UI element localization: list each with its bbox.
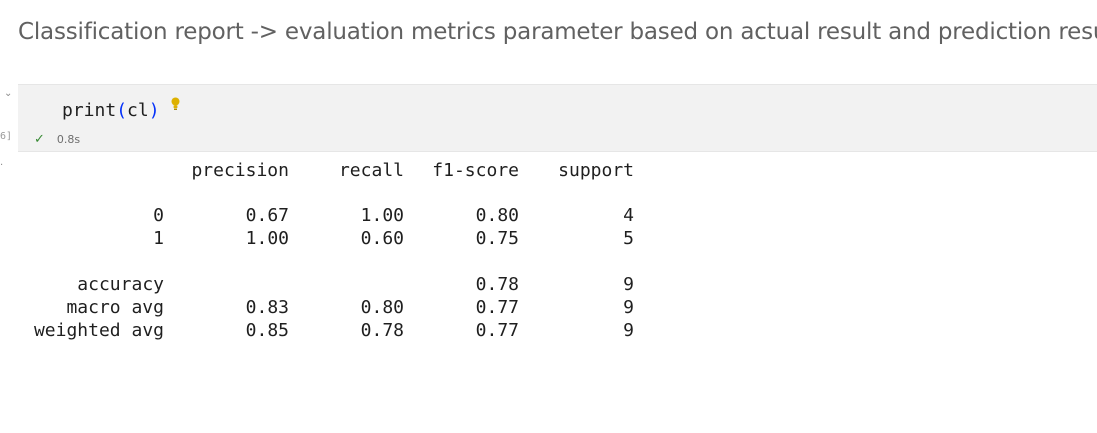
- report-cell: 0.77: [475, 320, 519, 341]
- code-paren-close: ): [148, 100, 160, 121]
- report-cell: 0.80: [475, 205, 519, 226]
- classification-report: precision recall f1-score support 0 0.67…: [26, 159, 634, 342]
- report-cell: 0.83: [245, 297, 289, 318]
- report-label: 1: [153, 228, 164, 249]
- report-cell: 9: [623, 320, 634, 341]
- check-icon: ✓: [34, 132, 45, 147]
- report-cell: 0.67: [245, 205, 289, 226]
- report-cell: 0.77: [475, 297, 519, 318]
- report-cell: 0.60: [360, 228, 404, 249]
- code-paren-open: (: [116, 100, 128, 121]
- code-line[interactable]: print(cl): [62, 100, 160, 121]
- report-row: weighted avg 0.85 0.78 0.77 9: [26, 319, 634, 342]
- report-label: accuracy: [77, 274, 164, 295]
- report-cell: 0.78: [475, 274, 519, 295]
- execution-count: 6]: [0, 131, 13, 142]
- report-header-row: precision recall f1-score support: [26, 159, 634, 182]
- report-row: 0 0.67 1.00 0.80 4: [26, 204, 634, 227]
- report-cell: 0.85: [245, 320, 289, 341]
- report-cell: 5: [623, 228, 634, 249]
- report-cell: 9: [623, 274, 634, 295]
- report-label: macro avg: [66, 297, 164, 318]
- report-header-cell: [26, 159, 164, 182]
- report-cell: 0.78: [360, 320, 404, 341]
- chevron-down-icon[interactable]: ⌄: [4, 88, 13, 99]
- report-header-cell: precision: [191, 160, 289, 181]
- report-cell: 1.00: [245, 228, 289, 249]
- report-cell: [164, 273, 289, 296]
- report-cell: 4: [623, 205, 634, 226]
- report-label: weighted avg: [33, 320, 164, 341]
- report-cell: 0.80: [360, 297, 404, 318]
- report-row: accuracy 0.78 9: [26, 273, 634, 296]
- execution-time: 0.8s: [56, 133, 81, 146]
- report-cell: 1.00: [360, 205, 404, 226]
- report-row: 1 1.00 0.60 0.75 5: [26, 227, 634, 250]
- report-row: macro avg 0.83 0.80 0.77 9: [26, 296, 634, 319]
- report-header-cell: recall: [338, 160, 404, 181]
- report-header-cell: support: [558, 160, 634, 181]
- execution-status: ✓ 0.8s: [34, 132, 80, 147]
- report-cell: [289, 273, 404, 296]
- report-cell: 9: [623, 297, 634, 318]
- output-gutter-dot: ·: [0, 160, 4, 171]
- code-argument: cl: [127, 100, 149, 121]
- cell-output: precision recall f1-score support 0 0.67…: [26, 159, 634, 342]
- report-cell: 0.75: [475, 228, 519, 249]
- lightbulb-icon[interactable]: [171, 97, 180, 111]
- markdown-heading: Classification report -> evaluation metr…: [18, 19, 1097, 45]
- code-function: print: [62, 100, 117, 121]
- code-cell[interactable]: print(cl) ✓ 0.8s: [18, 84, 1097, 152]
- report-header-cell: f1-score: [432, 160, 519, 181]
- report-label: 0: [153, 205, 164, 226]
